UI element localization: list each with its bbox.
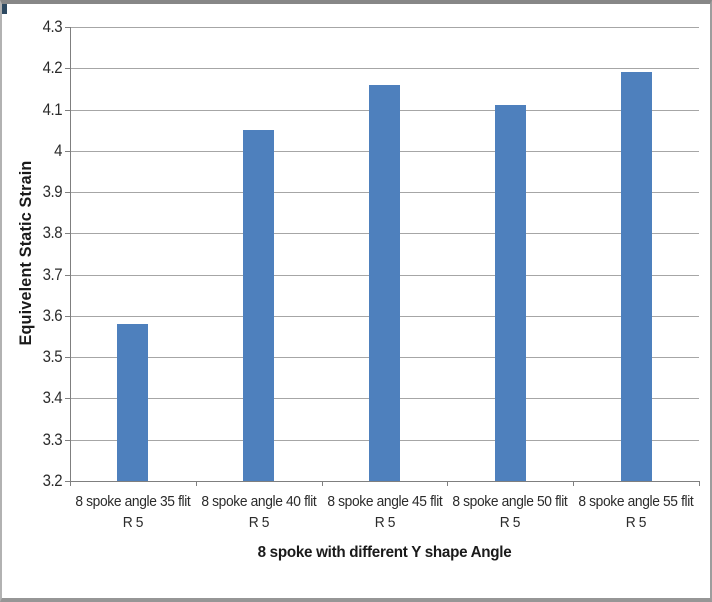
category-label-line: R 5 bbox=[500, 514, 521, 531]
y-tick-label: 4 bbox=[54, 140, 62, 160]
y-tick-mark bbox=[65, 27, 70, 28]
y-tick-mark bbox=[65, 274, 70, 276]
x-tick-mark bbox=[447, 481, 449, 486]
y-axis-line bbox=[70, 27, 71, 481]
category-label-line: R 5 bbox=[625, 514, 647, 531]
bar bbox=[369, 84, 400, 481]
x-tick-mark bbox=[699, 481, 700, 486]
category-label-line: 8 spoke angle 40 flit bbox=[201, 493, 317, 510]
y-tick-label: 3.7 bbox=[42, 264, 63, 284]
category-label-line: 8 spoke angle 55 flit bbox=[578, 493, 694, 510]
x-axis-title: 8 spoke with different Y shape Angle bbox=[257, 544, 512, 561]
y-tick-label: 3.4 bbox=[42, 388, 63, 408]
y-tick-label: 4.2 bbox=[42, 58, 63, 78]
bar bbox=[620, 72, 652, 481]
gridline bbox=[70, 27, 699, 28]
y-tick-label: 3.8 bbox=[42, 223, 63, 243]
x-tick-mark bbox=[70, 481, 71, 486]
corner-artifact bbox=[2, 4, 7, 14]
category-label-line: 8 spoke angle 35 flit bbox=[75, 493, 191, 510]
category-label: 8 spoke angle 50 flit R 5 bbox=[452, 491, 568, 533]
y-tick-mark bbox=[65, 357, 70, 359]
category-label: 8 spoke angle 40 flit R 5 bbox=[201, 491, 317, 533]
x-axis-line bbox=[69, 481, 699, 482]
category-label: 8 spoke angle 55 flit R 5 bbox=[578, 491, 694, 533]
category-label-line: 8 spoke angle 45 flit bbox=[326, 493, 442, 510]
category-label-line: R 5 bbox=[374, 514, 395, 531]
y-tick-mark bbox=[65, 315, 70, 317]
y-tick-label: 3.5 bbox=[42, 347, 63, 367]
x-tick-mark bbox=[195, 481, 197, 486]
category-label-line: R 5 bbox=[122, 514, 144, 531]
y-tick-label: 4.1 bbox=[42, 99, 63, 119]
bar bbox=[117, 324, 149, 481]
y-tick-mark bbox=[65, 68, 70, 70]
y-tick-mark bbox=[65, 233, 70, 235]
x-tick-mark bbox=[321, 481, 323, 486]
category-label: 8 spoke angle 45 flit R 5 bbox=[326, 491, 442, 533]
category-label: 8 spoke angle 35 flit R 5 bbox=[75, 491, 191, 533]
y-tick-label: 3.6 bbox=[42, 305, 63, 325]
category-label-line: R 5 bbox=[248, 514, 269, 531]
y-axis-title: Equivelent Static Strain bbox=[16, 160, 35, 346]
y-tick-label: 3.9 bbox=[42, 182, 63, 202]
plot-area bbox=[69, 27, 699, 482]
y-tick-mark bbox=[65, 192, 70, 194]
y-tick-mark bbox=[65, 439, 70, 441]
y-tick-label: 3.2 bbox=[42, 471, 63, 490]
category-label-line: 8 spoke angle 50 flit bbox=[452, 493, 568, 510]
gridline bbox=[70, 68, 699, 70]
y-tick-mark bbox=[65, 150, 70, 152]
y-tick-mark bbox=[65, 109, 70, 111]
x-tick-mark bbox=[573, 481, 575, 486]
bar bbox=[494, 105, 526, 481]
bar bbox=[243, 130, 275, 481]
y-tick-mark bbox=[65, 398, 70, 400]
y-tick-mark bbox=[65, 481, 70, 482]
y-tick-label: 3.3 bbox=[42, 429, 63, 449]
y-tick-label: 4.3 bbox=[42, 17, 63, 36]
